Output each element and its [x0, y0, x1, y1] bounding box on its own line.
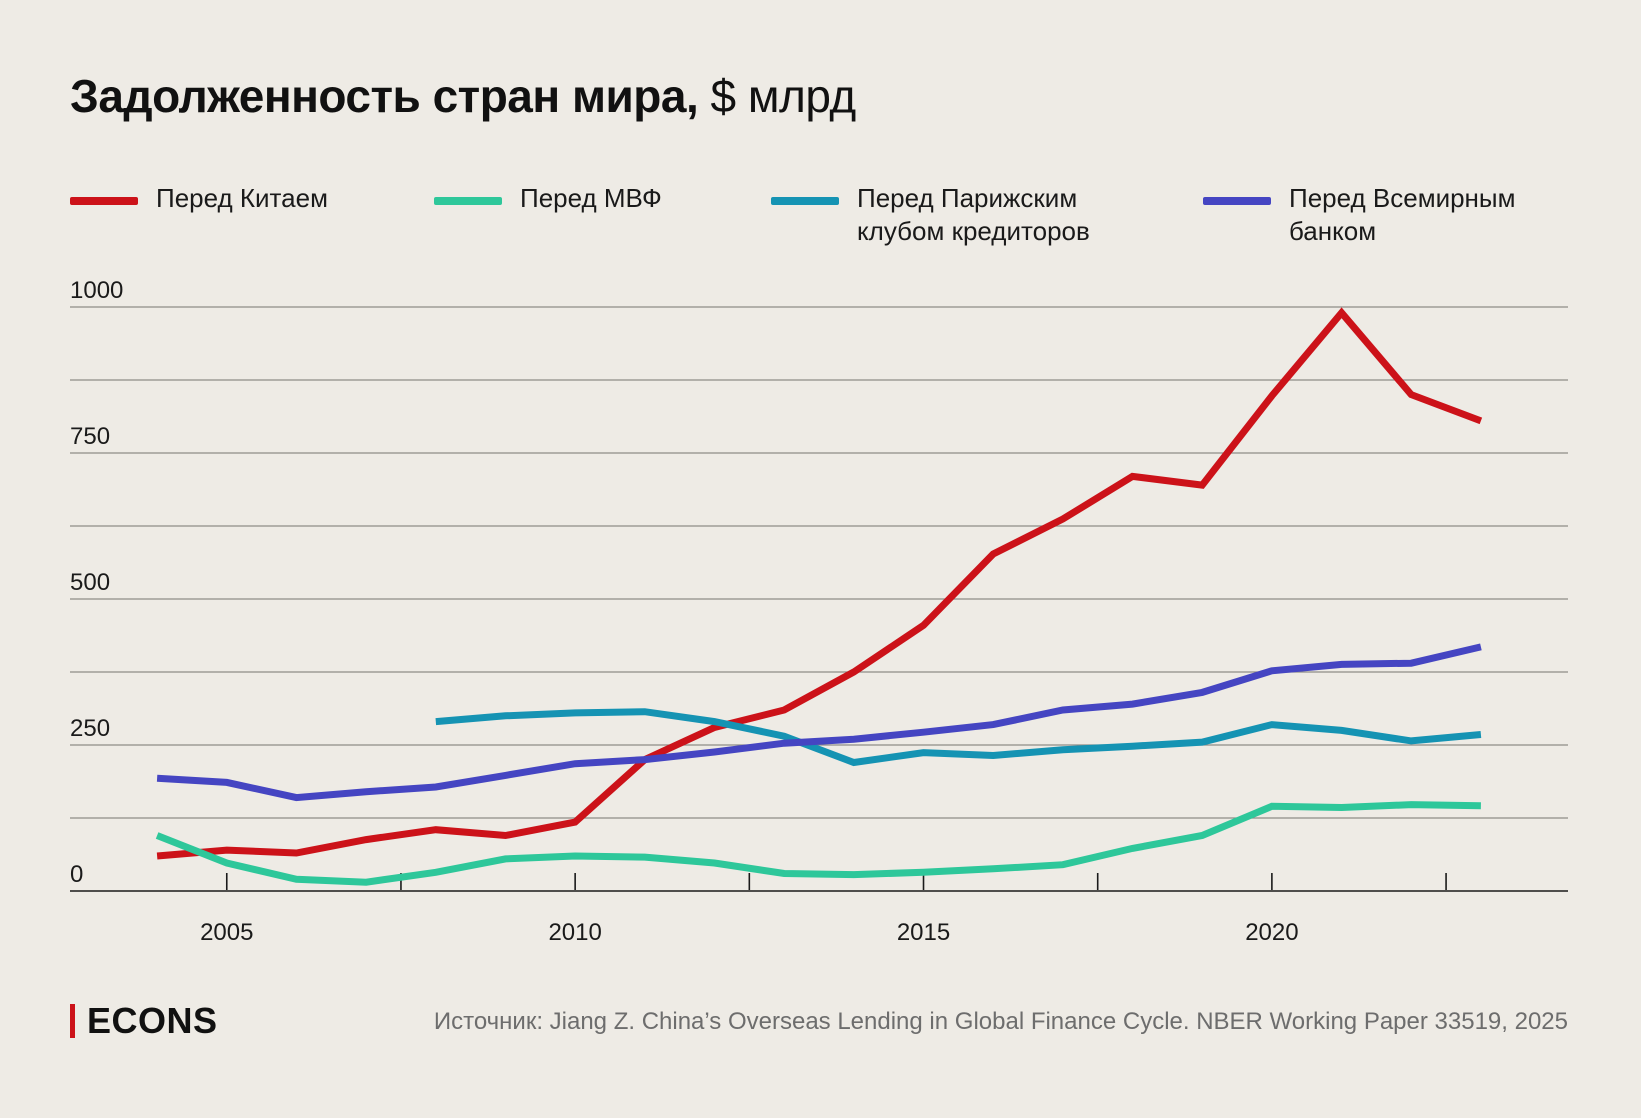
series-line-3 — [156, 643, 1482, 802]
y-tick-label-500: 500 — [70, 569, 110, 596]
series-layer — [155, 307, 1483, 886]
axis-layer: 0 250 500 750 1000 2005 2010 2015 2020 — [70, 277, 1568, 946]
y-tick-label-250: 250 — [70, 715, 110, 742]
legend-label-world-bank: Перед Всемирным банком — [1289, 183, 1516, 246]
series-line-2 — [435, 708, 1482, 767]
series-line-1 — [155, 801, 1481, 886]
legend-swatch-paris-club — [771, 197, 839, 205]
chart-title-unit: $ млрд — [710, 70, 857, 122]
legend-label-paris-club: Перед Парижским клубом кредиторов — [857, 183, 1090, 246]
legend-item-world-bank: Перед Всемирным банком — [1203, 182, 1515, 248]
legend-item-imf: Перед МВФ — [434, 182, 662, 215]
legend-label-imf: Перед МВФ — [520, 183, 662, 213]
chart-title-main: Задолженность стран мира, — [70, 70, 699, 122]
x-tick-label-2020: 2020 — [1245, 919, 1298, 946]
y-tick-label-750: 750 — [70, 423, 110, 450]
legend-swatch-world-bank — [1203, 197, 1271, 205]
source-note: Источник: Jiang Z. China’s Overseas Lend… — [433, 1008, 1568, 1035]
logo-text: ECONS — [87, 1000, 218, 1041]
x-tick-label-2005: 2005 — [200, 919, 253, 946]
series-line-0 — [156, 307, 1483, 860]
grid-layer — [70, 306, 1568, 819]
x-tick-label-2010: 2010 — [548, 919, 601, 946]
y-tick-label-1000: 1000 — [70, 277, 123, 304]
legend-label-china: Перед Китаем — [156, 183, 328, 213]
legend-item-china: Перед Китаем — [70, 182, 328, 215]
logo-bar — [70, 1004, 75, 1038]
legend-item-paris-club: Перед Парижским клубом кредиторов — [771, 182, 1090, 248]
legend-swatch-china — [70, 197, 138, 205]
x-tick-label-2015: 2015 — [897, 919, 950, 946]
y-tick-label-0: 0 — [70, 861, 83, 888]
legend-swatch-imf — [434, 197, 502, 205]
chart-title: Задолженность стран мира, $ млрд — [70, 66, 856, 126]
econs-logo: ECONS — [70, 1000, 218, 1042]
